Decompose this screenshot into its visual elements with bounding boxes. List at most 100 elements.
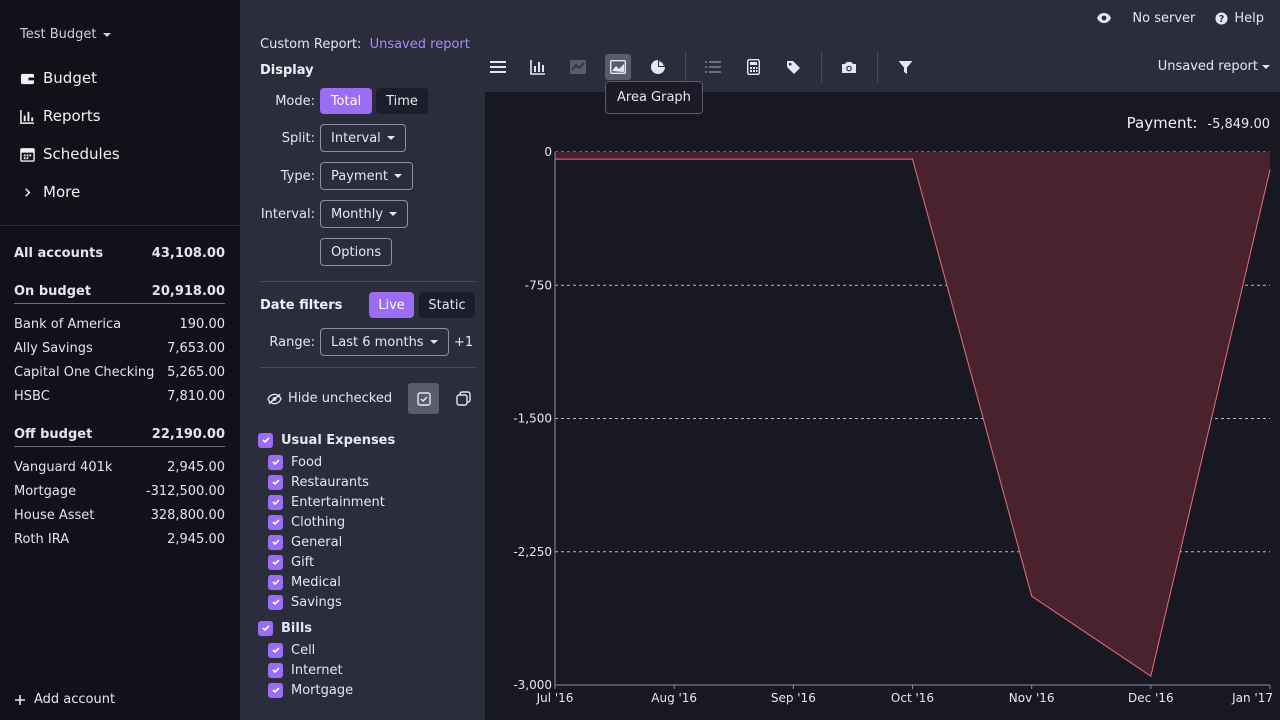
date-filters-title: Date filters	[260, 298, 343, 313]
range-label: Range:	[269, 335, 315, 350]
category-group-row[interactable]: Usual Expenses	[258, 428, 395, 452]
split-select[interactable]: Interval	[320, 124, 406, 152]
report-title-label: Custom Report:	[260, 37, 362, 52]
account-balance: 43,108.00	[151, 245, 225, 261]
hide-unchecked-toggle[interactable]: Hide unchecked	[267, 391, 392, 406]
checkbox-checked-icon[interactable]	[268, 642, 283, 658]
account-name: All accounts	[14, 245, 104, 261]
report-name[interactable]: Unsaved report	[369, 37, 470, 52]
server-status[interactable]: No server	[1132, 11, 1195, 26]
checkbox-checked-icon[interactable]	[268, 514, 283, 530]
account-row[interactable]: Bank of America 190.00	[14, 312, 225, 336]
range-select[interactable]: Last 6 months	[320, 328, 449, 356]
static-button[interactable]: Static	[419, 292, 475, 318]
account-row[interactable]: House Asset 328,800.00	[14, 503, 225, 527]
screenshot-button[interactable]	[836, 54, 862, 80]
category-group-row[interactable]: Bills	[258, 616, 395, 640]
data-point	[554, 158, 556, 160]
mode-time-button[interactable]: Time	[376, 88, 428, 114]
checkbox-checked-icon[interactable]	[268, 574, 283, 590]
x-tick-label: Jul '16	[536, 691, 574, 705]
privacy-toggle[interactable]	[1096, 12, 1112, 24]
bar-graph-button[interactable]	[525, 54, 551, 80]
divider	[260, 367, 475, 368]
split-label: Split:	[281, 131, 315, 146]
category-row[interactable]: Savings	[258, 592, 395, 612]
category-row[interactable]: Internet	[258, 660, 395, 680]
checkbox-checked-icon[interactable]	[268, 534, 283, 550]
account-name: Vanguard 401k	[14, 459, 113, 475]
category-row[interactable]: Clothing	[258, 512, 395, 532]
add-account-button[interactable]: Add account	[14, 692, 115, 707]
category-row[interactable]: Mortgage	[258, 680, 395, 700]
checkbox-checked-icon[interactable]	[268, 494, 283, 510]
checkbox-checked-icon[interactable]	[268, 554, 283, 570]
checkbox-checked-icon[interactable]	[268, 474, 283, 490]
range-extra[interactable]: +1	[454, 335, 474, 350]
area-graph-button[interactable]	[605, 54, 631, 80]
data-table-button[interactable]	[485, 54, 511, 80]
account-row[interactable]: Ally Savings 7,653.00	[14, 336, 225, 360]
account-row[interactable]: Roth IRA 2,945.00	[14, 527, 225, 551]
category-checklist: Usual Expenses Food Restaurants Entertai…	[258, 428, 395, 700]
off-budget-header[interactable]: Off budget 22,190.00	[14, 423, 225, 447]
category-label: Clothing	[291, 514, 346, 530]
donut-graph-button[interactable]	[645, 54, 671, 80]
all-accounts-row[interactable]: All accounts 43,108.00	[14, 241, 225, 265]
filter-button[interactable]	[892, 54, 918, 80]
category-label: Internet	[291, 662, 343, 678]
account-row[interactable]: Mortgage -312,500.00	[14, 479, 225, 503]
report-menu-label: Unsaved report	[1157, 59, 1258, 74]
account-row[interactable]: HSBC 7,810.00	[14, 384, 225, 408]
account-row[interactable]: Vanguard 401k 2,945.00	[14, 455, 225, 479]
sidebar-item-more[interactable]: More	[0, 173, 240, 211]
y-tick-label: -2,250	[513, 545, 552, 559]
interval-value: Monthly	[331, 206, 384, 222]
help-button[interactable]: ? Help	[1215, 11, 1264, 26]
category-row[interactable]: Restaurants	[258, 472, 395, 492]
account-balance: 7,810.00	[167, 388, 225, 404]
chevron-down-icon	[389, 212, 398, 216]
unselect-all-button[interactable]	[448, 383, 479, 414]
budget-selector[interactable]: Test Budget	[20, 27, 111, 42]
checkbox-checked-icon[interactable]	[268, 662, 283, 678]
show-summary-button[interactable]	[740, 54, 766, 80]
area-series-fill	[555, 152, 1270, 677]
account-row[interactable]: Capital One Checking 5,265.00	[14, 360, 225, 384]
account-group-name: Off budget	[14, 427, 93, 442]
checkbox-checked-icon[interactable]	[258, 620, 273, 636]
category-label: Mortgage	[291, 682, 354, 698]
divider	[260, 281, 475, 282]
select-all-button[interactable]	[408, 383, 439, 414]
sidebar-item-schedules[interactable]: Schedules	[0, 135, 240, 173]
live-button[interactable]: Live	[369, 292, 414, 318]
show-legend-button[interactable]	[700, 54, 726, 80]
interval-select[interactable]: Monthly	[320, 200, 409, 228]
category-label: Cell	[291, 642, 316, 658]
mode-total-button[interactable]: Total	[320, 88, 372, 114]
summary-value: -5,849.00	[1207, 117, 1270, 132]
sidebar-item-budget[interactable]: Budget	[0, 59, 240, 97]
x-tick-label: Nov '16	[1009, 691, 1055, 705]
show-labels-button[interactable]	[780, 54, 806, 80]
category-row[interactable]: Entertainment	[258, 492, 395, 512]
type-select[interactable]: Payment	[320, 162, 413, 190]
category-row[interactable]: General	[258, 532, 395, 552]
summary: Payment: -5,849.00	[1127, 114, 1270, 132]
category-label: Medical	[291, 574, 341, 590]
checkbox-checked-icon[interactable]	[268, 454, 283, 470]
category-row[interactable]: Cell	[258, 640, 395, 660]
category-row[interactable]: Food	[258, 452, 395, 472]
checkbox-checked-icon[interactable]	[268, 594, 283, 610]
on-budget-header[interactable]: On budget 20,918.00	[14, 280, 225, 304]
checkbox-checked-icon[interactable]	[258, 432, 273, 448]
category-row[interactable]: Gift	[258, 552, 395, 572]
checkbox-checked-icon[interactable]	[268, 682, 283, 698]
sidebar-item-reports[interactable]: Reports	[0, 97, 240, 135]
report-menu[interactable]: Unsaved report	[1158, 59, 1270, 74]
options-button[interactable]: Options	[320, 238, 393, 266]
report-controls: Display Mode: Total Time Split: Interval…	[240, 56, 485, 720]
line-graph-button[interactable]	[565, 54, 591, 80]
category-row[interactable]: Medical	[258, 572, 395, 592]
